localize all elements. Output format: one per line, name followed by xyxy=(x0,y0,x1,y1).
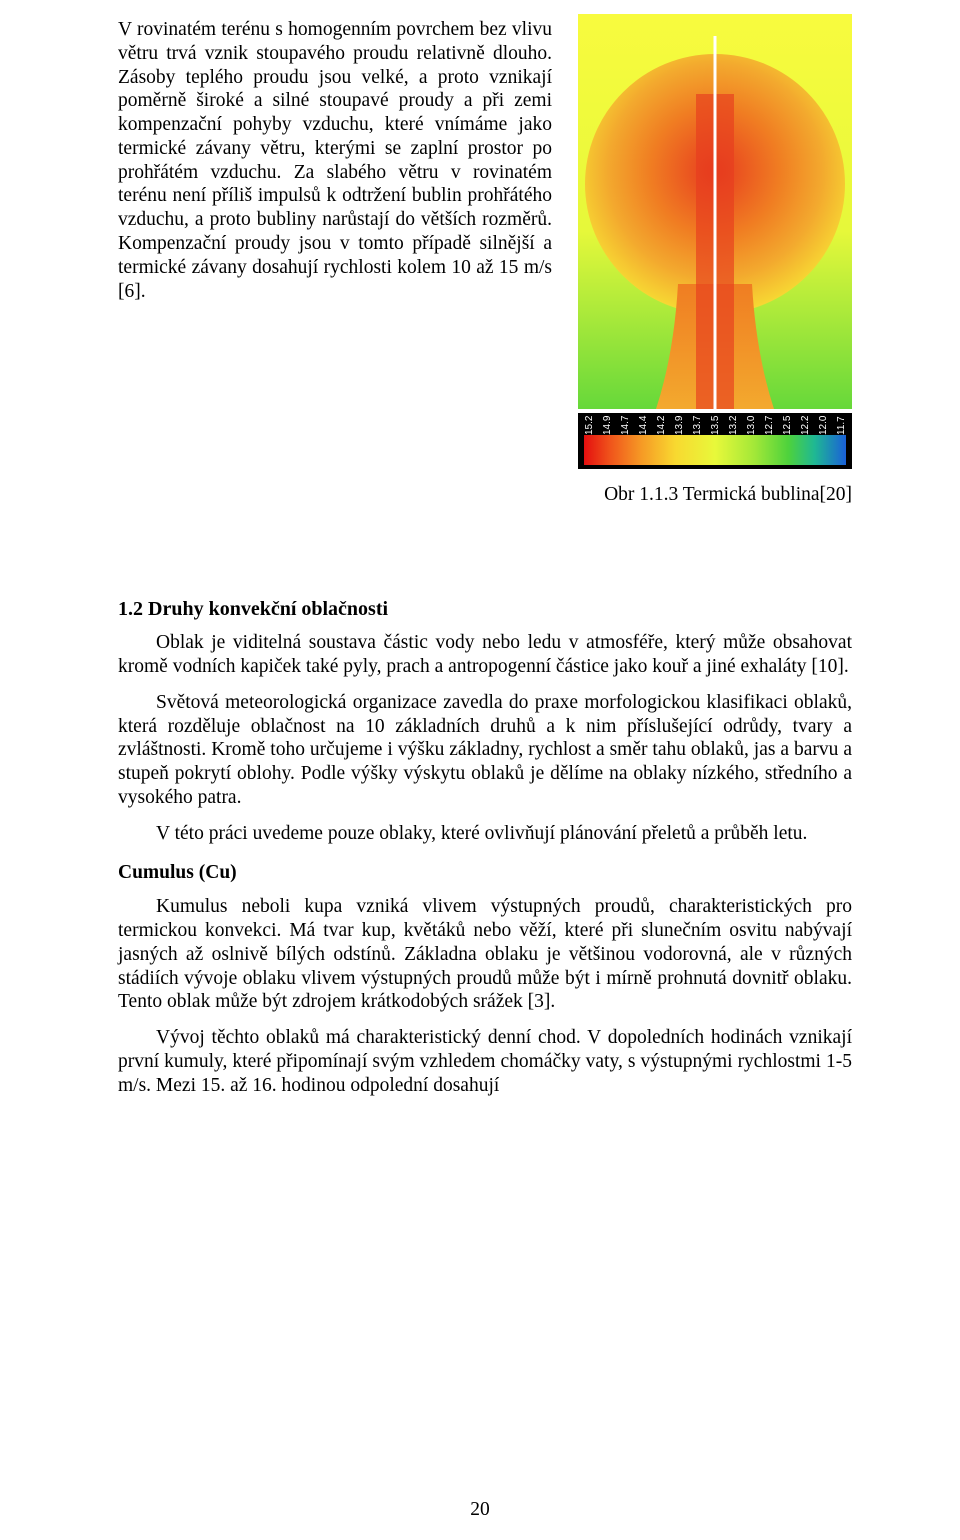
colorbar-tick-label: 14.9 xyxy=(602,417,614,435)
paragraph: Kumulus neboli kupa vzniká vlivem výstup… xyxy=(118,895,852,1014)
top-columns: V rovinatém terénu s homogenním povrchem… xyxy=(118,14,852,507)
paragraph: V rovinatém terénu s homogenním povrchem… xyxy=(118,18,552,303)
section-heading: 1.2 Druhy konvekční oblačnosti xyxy=(118,597,852,621)
paragraph: Světová meteorologická organizace zavedl… xyxy=(118,691,852,810)
colorbar-tick-label: 12.0 xyxy=(818,417,830,435)
colorbar-tick-label: 13.0 xyxy=(746,417,758,435)
colorbar-tick-label: 13.7 xyxy=(692,417,704,435)
colorbar-tick-label: 12.2 xyxy=(800,417,812,435)
paragraph: V této práci uvedeme pouze oblaky, které… xyxy=(118,822,852,846)
page-number: 20 xyxy=(0,1498,960,1522)
colorbar: 15.2 14.9 14.7 14.4 14.2 13.9 13.7 13.5 13.2 13.0… xyxy=(578,413,852,469)
colorbar-ticks: 15.2 14.9 14.7 14.4 14.2 13.9 13.7 13.5 13.2 13.0… xyxy=(584,415,846,435)
colorbar-gradient xyxy=(584,435,846,465)
figure-column: 15.2 14.9 14.7 14.4 14.2 13.9 13.7 13.5 13.2 13.0… xyxy=(578,14,852,507)
colorbar-tick-label: 12.5 xyxy=(782,417,794,435)
figure-caption: Obr 1.1.3 Termická bublina[20] xyxy=(578,483,852,507)
colorbar-tick-label: 14.4 xyxy=(638,417,650,435)
colorbar-tick-label: 15.2 xyxy=(584,417,596,435)
colorbar-tick-label: 13.5 xyxy=(710,417,722,435)
text-run: Zásoby teplého proudu jsou velké, a prot… xyxy=(118,67,552,302)
colorbar-tick-label: 13.9 xyxy=(674,417,686,435)
colorbar-tick-label: 14.7 xyxy=(620,417,632,435)
colorbar-tick-label: 13.2 xyxy=(728,417,740,435)
text-run: V rovinatém terénu s homogenním povrchem… xyxy=(118,19,552,64)
thermal-bubble-figure xyxy=(578,14,852,409)
cumulus-subheading: Cumulus (Cu) xyxy=(118,861,852,885)
left-text-column: V rovinatém terénu s homogenním povrchem… xyxy=(118,14,552,507)
colorbar-tick-label: 12.7 xyxy=(764,417,776,435)
colorbar-tick-label: 14.2 xyxy=(656,417,668,435)
paragraph: Vývoj těchto oblaků má charakteristický … xyxy=(118,1026,852,1097)
paragraph: Oblak je viditelná soustava částic vody … xyxy=(118,631,852,679)
colorbar-tick-label: 11.7 xyxy=(836,417,848,435)
